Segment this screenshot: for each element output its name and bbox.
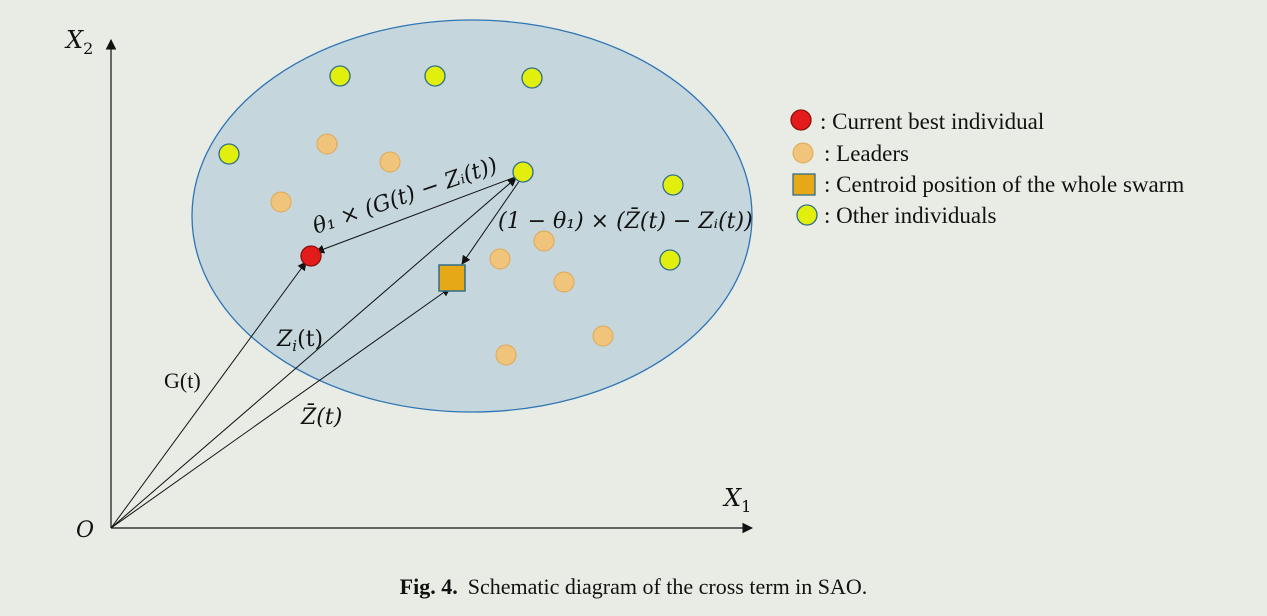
leader-dot <box>533 230 555 252</box>
legend-label-best: : Current best individual <box>820 109 1044 134</box>
vector-zbar <box>110 287 451 529</box>
vector-to-centroid <box>461 179 521 265</box>
label-g: G(t) <box>164 368 201 393</box>
figure-caption-text: Schematic diagram of the cross term in S… <box>467 574 868 599</box>
leader-dot <box>495 344 517 366</box>
origin-label: O <box>76 518 94 543</box>
leader-dot <box>489 248 511 270</box>
legend-marker-centroid <box>792 173 816 196</box>
leader-dot <box>270 191 292 213</box>
other-dot <box>329 65 351 87</box>
other-dot <box>662 174 684 196</box>
other-dot <box>659 249 681 271</box>
other-dot <box>424 65 446 87</box>
figure-number: Fig. 4. <box>399 574 458 599</box>
other-dot <box>218 143 240 165</box>
other-markers <box>218 65 684 271</box>
x-axis-label: X1 <box>722 484 751 516</box>
label-zi: Zi(t) <box>276 327 323 355</box>
legend-label-centroid: : Centroid position of the whole swarm <box>824 172 1184 197</box>
vector-g <box>110 261 307 529</box>
leader-dot <box>379 151 401 173</box>
legend-label-other: : Other individuals <box>824 203 997 228</box>
formula-term2: (1 − θ₁) × (Z̄(t) − Zᵢ(t)) <box>498 207 753 234</box>
leader-dot <box>316 133 338 155</box>
label-zbar: Z̄(t) <box>300 403 342 430</box>
centroid-marker <box>438 264 466 292</box>
vector-to-best <box>315 175 519 254</box>
other-dot <box>512 161 534 183</box>
legend-marker-best <box>790 109 812 131</box>
other-dot <box>521 67 543 89</box>
leader-dot <box>592 325 614 347</box>
vector-zi <box>110 177 517 529</box>
leader-markers <box>270 133 614 366</box>
leader-dot <box>553 271 575 293</box>
legend: : Current best individual : Leaders : Ce… <box>790 109 1184 228</box>
best-individual-marker <box>300 245 322 267</box>
legend-marker-other <box>796 204 818 226</box>
y-axis-label: X2 <box>64 26 93 58</box>
legend-marker-leaders <box>792 142 814 164</box>
figure-caption: Fig. 4. Schematic diagram of the cross te… <box>0 574 1267 600</box>
legend-label-leaders: : Leaders <box>824 141 909 166</box>
